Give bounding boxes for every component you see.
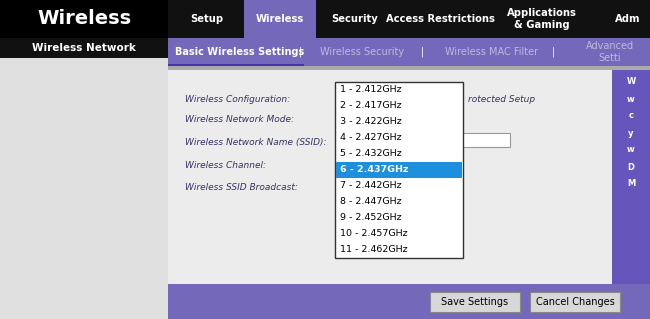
Text: Wireless: Wireless [256,14,304,24]
Text: Wireless Configuration:: Wireless Configuration: [185,95,290,105]
Text: Applications
& Gaming: Applications & Gaming [507,8,577,30]
Text: |: | [421,47,424,57]
Bar [336,162,462,178]
Bar [335,82,463,258]
Text: Advanced
Setti: Advanced Setti [586,41,634,63]
Bar [168,284,650,319]
Bar [335,82,463,258]
Text: Adm: Adm [616,14,641,24]
Bar [0,38,168,58]
Text: Wireless Network: Wireless Network [32,43,136,53]
Bar [430,292,520,312]
Text: rotected Setup: rotected Setup [468,95,535,105]
Text: Wireless SSID Broadcast:: Wireless SSID Broadcast: [185,183,298,192]
Text: 8 - 2.447GHz: 8 - 2.447GHz [340,197,402,206]
Text: 1 - 2.412GHz: 1 - 2.412GHz [340,85,402,94]
Bar [168,64,304,66]
Text: 7 - 2.442GHz: 7 - 2.442GHz [340,182,402,190]
Text: 3 - 2.422GHz: 3 - 2.422GHz [340,117,402,127]
Text: 10 - 2.457GHz: 10 - 2.457GHz [340,229,408,239]
Text: Wireless: Wireless [37,10,131,28]
Text: 5 - 2.432GHz: 5 - 2.432GHz [340,150,402,159]
Text: D: D [627,162,634,172]
Bar [168,38,650,66]
Text: Basic Wireless Settings: Basic Wireless Settings [176,47,305,57]
Text: w: w [627,94,635,103]
Text: W: W [627,78,636,86]
Bar [168,70,612,284]
Bar [455,133,510,147]
Text: Wireless Network Mode:: Wireless Network Mode: [185,115,294,124]
Text: Security: Security [332,14,378,24]
Text: Wireless Network Name (SSID):: Wireless Network Name (SSID): [185,137,326,146]
Text: 6 - 2.437GHz: 6 - 2.437GHz [340,166,408,174]
Text: y: y [629,129,634,137]
Text: 11 - 2.462GHz: 11 - 2.462GHz [340,246,408,255]
Bar [612,70,650,284]
Bar [0,0,168,38]
Text: Save Settings: Save Settings [441,297,508,307]
Bar [168,66,650,70]
Text: c: c [629,112,634,121]
Text: Wireless Security: Wireless Security [320,47,404,57]
Text: 4 - 2.427GHz: 4 - 2.427GHz [340,133,402,143]
Bar [168,0,650,38]
Text: Access Restrictions: Access Restrictions [385,14,495,24]
Text: M: M [627,180,635,189]
Text: |: | [551,47,554,57]
Bar [530,292,620,312]
Text: 9 - 2.452GHz: 9 - 2.452GHz [340,213,402,222]
Text: Wireless MAC Filter: Wireless MAC Filter [445,47,539,57]
Text: w: w [627,145,635,154]
Text: |: | [298,47,302,57]
Text: Setup: Setup [190,14,224,24]
Bar [244,0,316,38]
Text: Wireless Channel:: Wireless Channel: [185,160,266,169]
Text: 2 - 2.417GHz: 2 - 2.417GHz [340,101,402,110]
Bar [0,38,168,319]
Text: Cancel Changes: Cancel Changes [536,297,614,307]
